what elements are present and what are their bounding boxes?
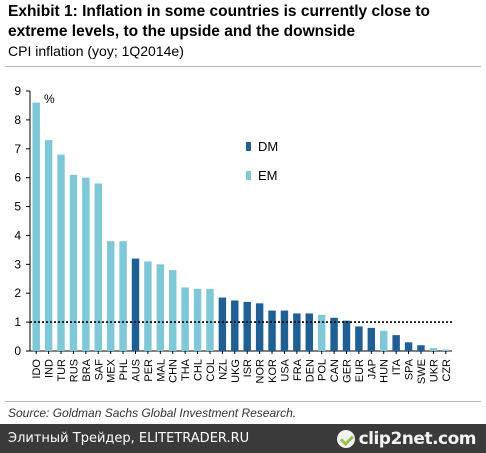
x-tick-label: POL (317, 359, 329, 381)
x-tick-label: UKG (230, 359, 242, 383)
divider-bottom (5, 401, 481, 402)
x-tick-label: SWE (416, 359, 428, 384)
bar-phl (119, 241, 127, 351)
bar-usa (280, 310, 289, 351)
bar-per (144, 261, 152, 351)
watermark-text: Элитный Трейдер, ELITETRADER.RU (8, 431, 250, 446)
bar-fra (293, 313, 301, 351)
y-tick-label: 4 (14, 228, 21, 242)
bar-col (206, 288, 214, 351)
bar-spa (404, 342, 413, 351)
x-tick-label: DEN (304, 359, 316, 382)
y-tick-label: 8 (14, 113, 21, 127)
bar-ido (32, 102, 40, 351)
bar-isr (243, 301, 251, 351)
divider-top (5, 66, 481, 67)
x-tick-label: ISR (242, 359, 254, 377)
x-tick-label: PER (143, 359, 155, 382)
x-tick-label: BRA (81, 358, 93, 381)
x-tick-label: MAL (155, 359, 167, 382)
x-tick-label: EUR (354, 359, 366, 382)
x-tick-label: CHN (168, 359, 180, 383)
bar-nzl (218, 297, 227, 351)
x-tick-label: THA (180, 358, 192, 381)
chart-title: Exhibit 1: Inflation in some countries i… (8, 3, 431, 40)
checkmark-icon (336, 429, 355, 448)
bar-hun (380, 330, 388, 351)
bar-nor (255, 303, 264, 351)
x-tick-label: KOR (267, 359, 279, 383)
unit-label: % (44, 92, 55, 106)
y-tick-label: 6 (14, 171, 21, 185)
bar-can (330, 317, 338, 351)
bar-ukg (231, 300, 239, 351)
bar-czr (442, 349, 450, 351)
x-tick-label: JAP (366, 359, 378, 379)
bar-eur (355, 326, 363, 351)
y-tick-label: 2 (14, 286, 21, 300)
x-tick-label: GER (342, 359, 354, 383)
x-tick-label: IDO (31, 359, 43, 379)
x-tick-label: HUN (379, 359, 391, 383)
x-tick-label: CAN (329, 359, 341, 382)
bar-ind (44, 140, 53, 351)
bar-rus (69, 174, 78, 351)
bar-ita (392, 335, 400, 351)
y-tick-label: 1 (14, 315, 21, 329)
inflation-bar-chart: 0 1 2 3 4 5 6 7 8 9 IDO IND TUR RUS BRA SAF MEX PHL AUS PER… (14, 84, 453, 384)
x-tick-label: IND (44, 359, 56, 378)
legend-label-em: EM (258, 168, 278, 183)
bar-den (305, 313, 313, 351)
bar-tha (181, 287, 189, 351)
bar-kor (268, 310, 276, 351)
bar-pol (317, 314, 326, 351)
x-tick-label: SAF (93, 359, 105, 381)
bar-aus (131, 258, 140, 351)
x-tick-label: COL (205, 359, 217, 382)
bar-ukr (429, 348, 438, 351)
clip2net-logo: clip2net.com (336, 428, 477, 449)
bar-swe (417, 345, 425, 351)
y-tick-label: 7 (14, 142, 21, 156)
x-tick-label: RUS (68, 359, 80, 382)
legend-swatch-em (246, 171, 251, 180)
x-tick-label: NZL (217, 359, 229, 380)
logo-text: clip2net.com (358, 428, 477, 449)
y-tick-label: 3 (14, 257, 21, 271)
bar-mal (156, 264, 165, 351)
legend-label-dm: DM (258, 139, 278, 154)
bar-saf (94, 183, 102, 351)
y-tick-label: 5 (14, 200, 21, 214)
x-tick-label: AUS (131, 359, 143, 382)
chart-subtitle: CPI inflation (yoy; 1Q2014e) (8, 43, 184, 59)
x-tick-label: USA (279, 358, 291, 381)
x-tick-label: FRA (292, 358, 304, 381)
x-tick-label: CZR (441, 359, 453, 382)
x-tick-label: UKR (428, 359, 440, 382)
bar-chn (169, 270, 177, 351)
x-tick-label: NOR (255, 359, 267, 384)
y-tick-label: 0 (14, 344, 21, 358)
bar-tur (57, 154, 65, 351)
x-tick-label: SPA (404, 358, 416, 380)
x-tick-label: TUR (56, 359, 68, 382)
x-tick-label: MEX (106, 358, 118, 383)
bar-mex (106, 241, 115, 351)
bar-jap (367, 327, 376, 351)
bar-chl (193, 288, 202, 351)
source-note: Source: Goldman Sachs Global Investment … (8, 406, 297, 420)
footer-bar: Элитный Трейдер, ELITETRADER.RU clip2net… (0, 424, 486, 453)
x-tick-label: CHL (193, 359, 205, 381)
bar-ger (342, 320, 351, 351)
bar-bra (82, 177, 90, 351)
y-tick-label: 9 (14, 84, 21, 98)
x-tick-label: ITA (391, 358, 403, 375)
legend-swatch-dm (246, 142, 251, 151)
x-tick-label: PHL (118, 359, 130, 380)
